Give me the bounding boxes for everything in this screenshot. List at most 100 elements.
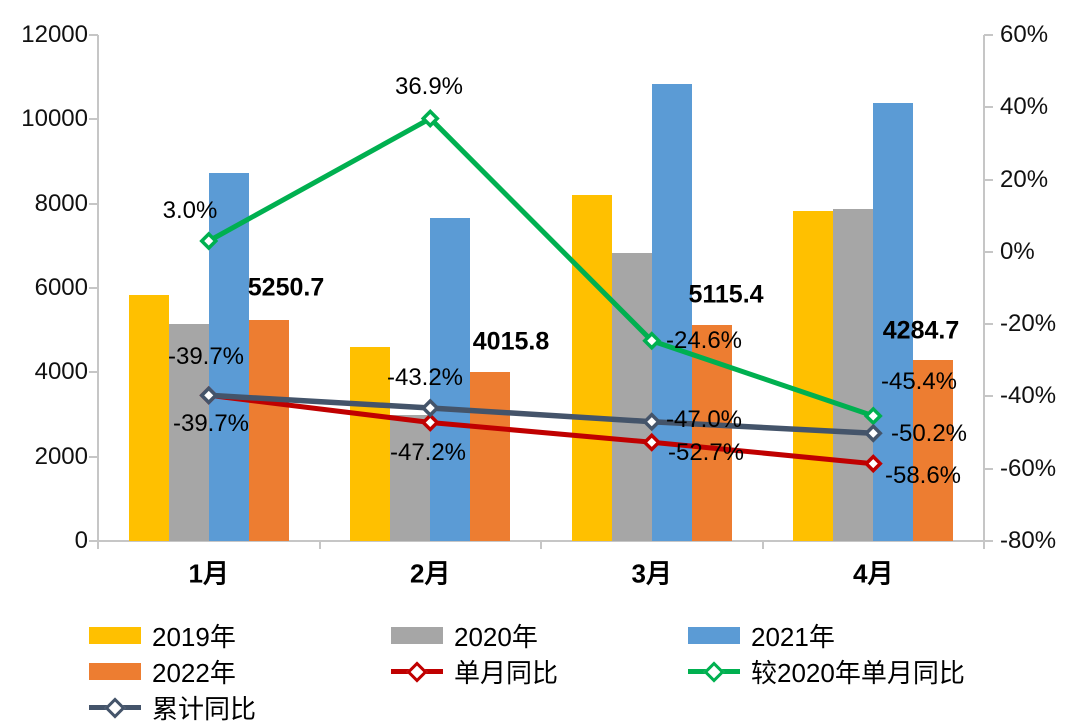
left-axis-tick [89, 455, 98, 458]
bar-2021年-2月 [430, 218, 471, 541]
right-axis-tick-label: 20% [1000, 165, 1049, 193]
right-axis-tick [984, 34, 993, 36]
bar-2019年-4月 [793, 211, 834, 541]
right-axis-tick [984, 467, 993, 470]
right-axis-tick [984, 250, 993, 253]
left-axis-tick [89, 34, 98, 36]
left-axis-tick-label: 6000 [34, 274, 88, 301]
marker-累计同比-3月 [642, 412, 662, 432]
legend-label: 2022年 [152, 658, 236, 688]
legend-swatch-2019年 [89, 627, 141, 644]
bar-value-label-2月: 4015.8 [472, 327, 550, 356]
right-axis-tick-label: -60% [1000, 454, 1057, 482]
marker-累计同比-4月 [863, 423, 883, 443]
x-axis-category-label: 4月 [853, 558, 894, 589]
left-axis-tick [89, 118, 98, 121]
x-axis-tick [318, 541, 321, 549]
bar-2022年-2月 [470, 371, 511, 541]
bar-2022年-1月 [248, 319, 289, 541]
right-axis-tick [984, 178, 993, 181]
line-value-label-累计同比-3月: -47.0% [665, 406, 743, 433]
legend-line-sample-累计同比 [89, 696, 141, 719]
right-axis-tick [984, 106, 993, 109]
line-value-label-单月同比-2月: -47.2% [389, 439, 467, 466]
left-axis-tick [89, 540, 98, 542]
legend-item-较2020年单月同比: 较2020年单月同比 [688, 653, 965, 690]
bar-2021年-4月 [873, 103, 914, 541]
left-axis-line [97, 35, 99, 543]
bar-2020年-4月 [833, 209, 874, 541]
right-axis-tick [984, 395, 993, 398]
marker-单月同比-2月 [420, 412, 440, 432]
line-value-label-单月同比-1月: -39.7% [172, 410, 250, 437]
right-axis-tick [984, 540, 993, 542]
legend-item-累计同比: 累计同比 [89, 689, 256, 725]
bar-2020年-3月 [611, 253, 652, 541]
marker-累计同比-2月 [420, 398, 440, 418]
legend-label: 累计同比 [152, 694, 257, 724]
bar-2019年-3月 [571, 195, 612, 541]
bar-2020年-2月 [390, 415, 431, 541]
line-value-label-单月同比-3月: -52.7% [667, 439, 745, 466]
line-value-label-较2020年单月同比-1月: 3.0% [162, 197, 218, 224]
bar-value-label-3月: 5115.4 [688, 280, 764, 309]
x-axis-category-label: 3月 [631, 558, 672, 589]
left-axis-tick-label: 10000 [21, 105, 88, 133]
bar-value-label-1月: 5250.7 [247, 273, 325, 302]
line-value-label-累计同比-4月: -50.2% [890, 420, 968, 447]
marker-较2020年单月同比-4月 [863, 406, 883, 426]
legend-label: 2019年 [152, 622, 236, 652]
right-axis-tick-label: 60% [1000, 21, 1049, 48]
bar-2022年-4月 [913, 360, 954, 541]
legend-label: 较2020年单月同比 [751, 658, 965, 688]
marker-累计同比-1月 [199, 385, 219, 405]
right-axis-tick-label: -20% [1000, 310, 1057, 338]
legend-label: 单月同比 [454, 658, 559, 688]
line-value-label-较2020年单月同比-2月: 36.9% [394, 73, 464, 100]
bar-2019年-1月 [128, 295, 169, 541]
right-axis-tick-label: 40% [1000, 93, 1049, 121]
left-axis-tick-label: 12000 [21, 21, 88, 48]
bar-value-label-4月: 4284.7 [882, 316, 960, 345]
bar-2021年-3月 [651, 84, 692, 541]
left-axis-tick-label: 2000 [34, 442, 88, 470]
x-axis-tick [983, 541, 985, 549]
line-较2020年单月同比 [207, 115, 875, 419]
x-axis-tick [540, 541, 542, 549]
legend-line-sample-单月同比 [391, 660, 443, 683]
legend-item-单月同比: 单月同比 [391, 653, 558, 690]
legend-item-2019年: 2019年 [89, 617, 236, 654]
line-value-label-累计同比-1月: -39.7% [167, 343, 245, 370]
bar-2019年-2月 [350, 347, 391, 541]
marker-较2020年单月同比-3月 [642, 331, 662, 351]
right-axis-tick [984, 323, 993, 326]
legend-diamond-icon [703, 660, 725, 683]
left-axis-tick-label: 0 [74, 527, 88, 554]
right-axis-line [983, 35, 985, 543]
bar-2020年-1月 [168, 324, 209, 541]
x-axis-category-label: 2月 [410, 558, 451, 589]
legend-item-2022年: 2022年 [89, 653, 236, 690]
legend-diamond-icon [104, 696, 126, 719]
line-累计同比 [208, 392, 874, 437]
left-axis-tick [89, 371, 98, 374]
legend-item-2020年: 2020年 [391, 617, 538, 654]
marker-较2020年单月同比-2月 [420, 109, 440, 128]
line-value-label-较2020年单月同比-3月: -24.6% [665, 327, 743, 354]
left-axis-tick [89, 202, 98, 205]
lines-layer [199, 109, 883, 474]
left-axis-tick-label: 4000 [34, 358, 88, 386]
line-value-label-单月同比-4月: -58.6% [884, 462, 962, 489]
legend-line-sample-较2020年单月同比 [688, 660, 740, 683]
legend-label: 2020年 [454, 622, 538, 652]
line-value-label-累计同比-2月: -43.2% [386, 364, 464, 391]
legend-label: 2021年 [751, 622, 835, 652]
right-axis-tick-label: -80% [1000, 527, 1057, 554]
marker-较2020年单月同比-1月 [199, 231, 219, 251]
line-单月同比 [208, 392, 874, 467]
left-axis-tick [89, 287, 98, 289]
marker-单月同比-4月 [863, 454, 883, 474]
x-axis-tick [97, 541, 99, 549]
legend-swatch-2020年 [391, 627, 443, 644]
